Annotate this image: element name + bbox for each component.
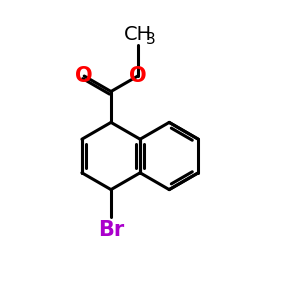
Text: Br: Br <box>98 220 124 240</box>
Text: 3: 3 <box>146 32 156 46</box>
Text: O: O <box>129 66 147 86</box>
Text: O: O <box>75 66 93 86</box>
Text: CH: CH <box>124 25 152 44</box>
